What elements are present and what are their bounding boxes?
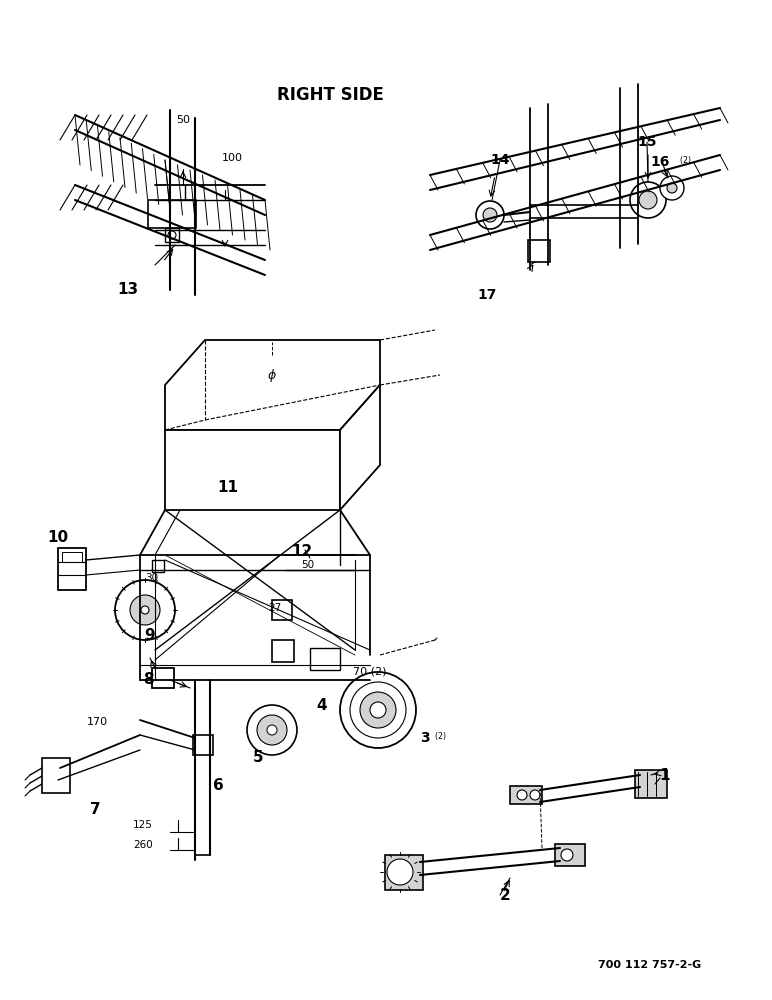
Bar (58, 548, 86, 590)
Circle shape (517, 790, 527, 800)
Text: 12: 12 (291, 544, 313, 560)
Polygon shape (340, 385, 380, 510)
Text: RIGHT SIDE: RIGHT SIDE (276, 86, 384, 104)
Circle shape (483, 208, 497, 222)
Text: 50: 50 (301, 560, 314, 570)
Text: $\phi$: $\phi$ (267, 366, 277, 383)
Text: 15: 15 (637, 135, 657, 149)
Polygon shape (165, 430, 340, 510)
Text: 8: 8 (143, 672, 154, 688)
Circle shape (247, 705, 297, 755)
Text: 4: 4 (317, 698, 327, 712)
Text: 16: 16 (650, 155, 669, 169)
Circle shape (387, 859, 413, 885)
Circle shape (660, 176, 684, 200)
Bar (510, 786, 542, 804)
Circle shape (115, 580, 175, 640)
Text: 50: 50 (176, 115, 190, 125)
Circle shape (370, 702, 386, 718)
Circle shape (168, 231, 176, 239)
Bar (152, 668, 174, 688)
Text: 260: 260 (133, 840, 153, 850)
Polygon shape (165, 340, 380, 430)
Bar (165, 228, 179, 242)
Bar (528, 240, 550, 262)
Text: 70 (2): 70 (2) (354, 667, 387, 677)
Bar (193, 735, 213, 755)
Circle shape (350, 682, 406, 738)
Bar (152, 560, 164, 572)
Text: 125: 125 (133, 820, 153, 830)
Circle shape (360, 692, 396, 728)
Text: 10: 10 (47, 530, 69, 546)
Bar (272, 640, 294, 662)
Text: 2: 2 (499, 888, 510, 902)
Bar (272, 600, 292, 620)
Circle shape (340, 672, 416, 748)
Bar (148, 200, 196, 228)
Text: 14: 14 (490, 153, 510, 167)
Circle shape (267, 725, 277, 735)
Bar (555, 844, 585, 866)
Circle shape (476, 201, 504, 229)
Bar (385, 855, 423, 890)
Text: 9: 9 (144, 628, 155, 643)
Circle shape (667, 183, 677, 193)
Circle shape (561, 849, 573, 861)
Text: 700 112 757-2-G: 700 112 757-2-G (598, 960, 702, 970)
Text: 5: 5 (252, 750, 263, 766)
Bar (62, 552, 82, 562)
Text: 13: 13 (117, 282, 138, 298)
Text: 170: 170 (86, 717, 107, 727)
Bar (42, 758, 70, 793)
Circle shape (530, 790, 540, 800)
Circle shape (141, 606, 149, 614)
Circle shape (130, 595, 160, 625)
Text: 1: 1 (660, 768, 670, 782)
Circle shape (630, 182, 666, 218)
Bar (635, 770, 667, 798)
Text: 3: 3 (420, 731, 430, 745)
Text: $^{(2)}$: $^{(2)}$ (434, 733, 446, 743)
Text: 6: 6 (212, 778, 223, 792)
Text: 100: 100 (222, 153, 242, 163)
Bar (310, 648, 340, 670)
Text: 30: 30 (145, 573, 158, 583)
Circle shape (639, 191, 657, 209)
Text: 17: 17 (477, 288, 496, 302)
Text: 27: 27 (269, 603, 282, 613)
Text: $^{(2)}$: $^{(2)}$ (679, 157, 691, 167)
Text: 7: 7 (90, 802, 100, 818)
Circle shape (257, 715, 287, 745)
Text: 11: 11 (218, 481, 239, 495)
